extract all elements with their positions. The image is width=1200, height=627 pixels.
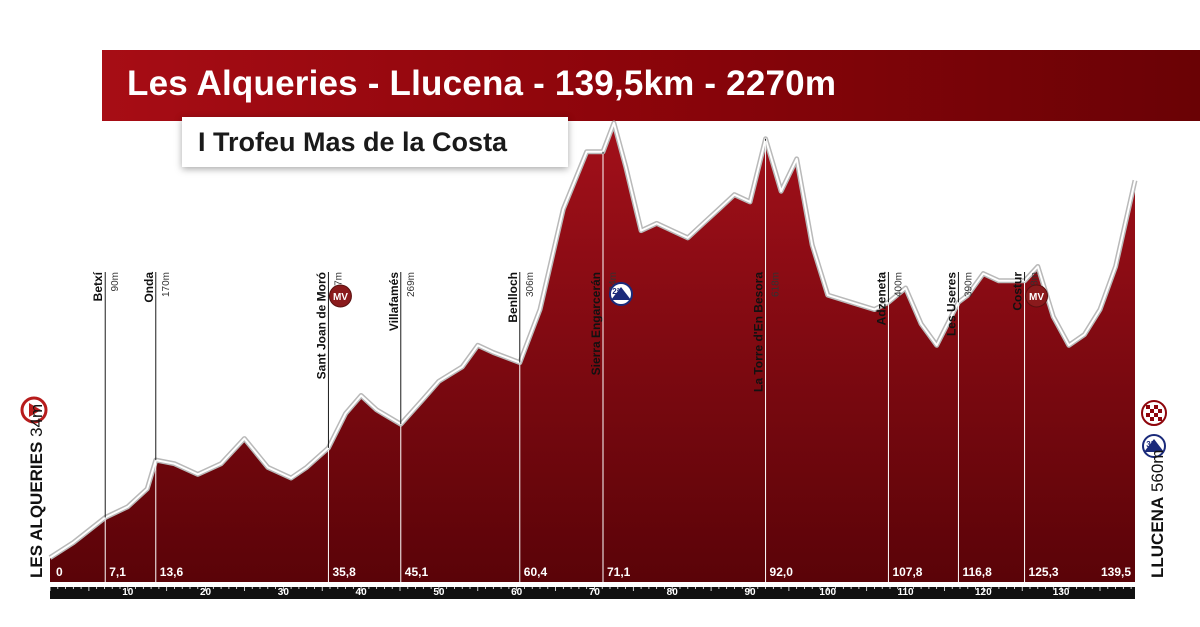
km-marker-label: 139,5 <box>1101 565 1131 579</box>
finish-marker <box>1141 400 1167 426</box>
intermediate-sprint-badge: MV <box>328 284 352 308</box>
start-name: LES ALQUERIES <box>27 442 46 578</box>
waypoint-altitude: 306m <box>525 272 536 297</box>
waypoint-name: Sierra Engarcerán <box>589 272 603 375</box>
sprint-badge-circle <box>1025 284 1049 308</box>
km-marker-label: 116,8 <box>962 565 992 579</box>
profile-outline <box>49 122 1136 559</box>
waypoint-name: Adzeneta <box>874 272 888 326</box>
km-marker-label: 13,6 <box>160 565 184 579</box>
km-axis-label: 60 <box>511 587 523 598</box>
waypoint-name: Villafamés <box>387 272 401 331</box>
mountain-icon <box>1144 439 1164 452</box>
waypoint-altitude: 187m <box>333 272 344 297</box>
sprint-badge-label: MV <box>333 292 348 303</box>
km-axis-label: 80 <box>667 587 679 598</box>
km-axis-label: 70 <box>589 587 601 598</box>
subtitle-box: I Trofeu Mas de la Costa <box>182 117 568 167</box>
km-marker-label: 35,8 <box>332 565 356 579</box>
waypoint-altitude: 458m <box>1030 272 1041 297</box>
waypoint-name: La Torre d'En Besora <box>752 272 766 392</box>
stage-title: Les Alqueries - Llucena - 139,5km - 2270… <box>127 64 837 103</box>
profile-area <box>50 123 1135 582</box>
waypoint-name: Betxí <box>91 271 105 301</box>
km-marker-label: 60,4 <box>524 565 548 579</box>
km-marker-label: 125,3 <box>1029 565 1059 579</box>
km-marker-label: 71,1 <box>607 565 631 579</box>
start-altitude: 34m <box>27 404 46 442</box>
checker-square <box>1158 417 1162 421</box>
sprint-badge-circle <box>328 284 352 308</box>
waypoint-altitude: 90m <box>110 272 121 291</box>
sprint-badge-label: MV <box>1029 292 1044 303</box>
checker-square <box>1146 413 1150 417</box>
km-axis-label: 100 <box>819 587 836 598</box>
waypoint-altitude: 390m <box>963 272 974 297</box>
waypoint-altitude: 424m <box>608 272 619 297</box>
km-axis-label: 130 <box>1053 587 1070 598</box>
km-axis-label: 90 <box>744 587 756 598</box>
start-location: LES ALQUERIES 34m <box>27 404 46 578</box>
km-axis-label: 30 <box>278 587 290 598</box>
finish-altitude: 560m <box>1148 450 1167 497</box>
km-axis-label: 110 <box>897 587 914 598</box>
km-axis-label: 120 <box>975 587 992 598</box>
waypoint-altitude: 400m <box>893 272 904 297</box>
stage-subtitle: I Trofeu Mas de la Costa <box>198 127 508 157</box>
checker-square <box>1154 413 1158 417</box>
checker-square <box>1146 405 1150 409</box>
waypoint-altitude: 618m <box>771 272 782 297</box>
checker-square <box>1158 409 1162 413</box>
km-axis-label: 10 <box>122 587 134 598</box>
km-axis-label: 40 <box>356 587 368 598</box>
mountain-icon <box>611 287 631 300</box>
play-icon <box>29 403 41 417</box>
checker-square <box>1150 409 1154 413</box>
mountain-climb-badge: 2ª <box>609 282 633 306</box>
finish-location: LLUCENA 560m <box>1148 450 1167 578</box>
km-marker-label: 7,1 <box>109 565 126 579</box>
start-marker <box>20 396 48 424</box>
km-marker-label: 45,1 <box>405 565 429 579</box>
km-axis-bar <box>50 587 1135 599</box>
waypoint-altitude: 269m <box>406 272 417 297</box>
waypoint-name: Onda <box>142 272 156 303</box>
intermediate-sprint-badge: MV <box>1025 284 1049 308</box>
climb-category-label: 2ª <box>612 287 619 296</box>
checker-square <box>1150 417 1154 421</box>
climb-category-label: 3ª <box>1146 440 1153 449</box>
title-banner: Les Alqueries - Llucena - 139,5km - 2270… <box>102 50 1200 121</box>
km-marker-label: 107,8 <box>892 565 922 579</box>
km-axis-label: 20 <box>200 587 212 598</box>
waypoint-name: Sant Joan de Moró <box>314 272 328 379</box>
finish-climb-badge: 3ª <box>1142 434 1166 458</box>
km-axis-label: 50 <box>433 587 445 598</box>
finish-name: LLUCENA <box>1148 497 1167 578</box>
checker-square <box>1154 405 1158 409</box>
waypoint-altitude: 170m <box>161 272 172 297</box>
waypoint-name: Benlloch <box>506 272 520 323</box>
waypoint-name: Les Useres <box>944 272 958 336</box>
km-marker-label: 92,0 <box>770 565 794 579</box>
waypoint-name: Costur <box>1011 272 1025 311</box>
km-marker-label: 0 <box>56 565 63 579</box>
